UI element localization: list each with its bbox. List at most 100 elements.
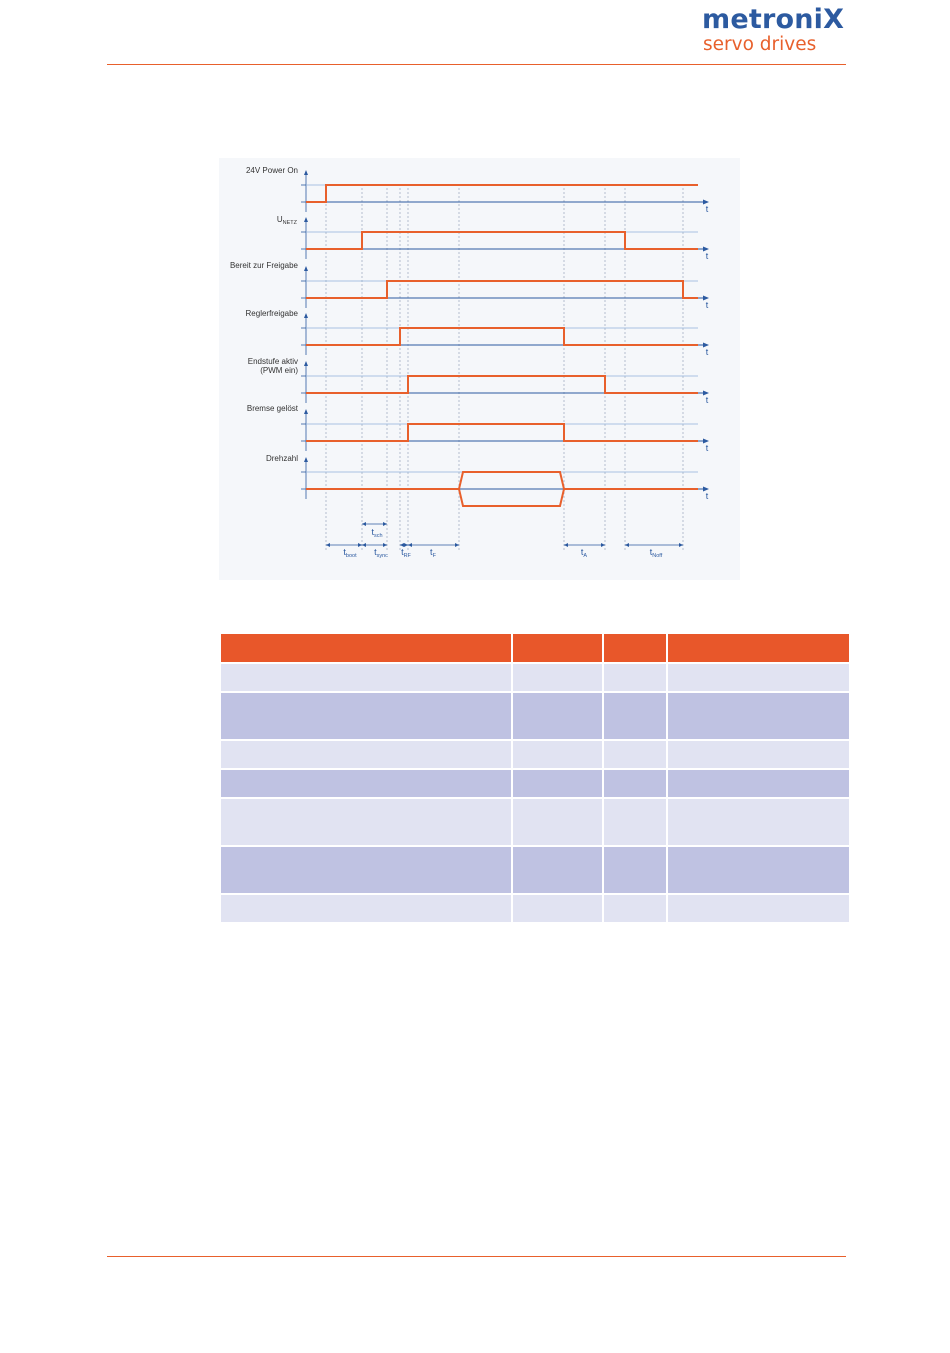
table-row xyxy=(221,739,849,768)
table-cell xyxy=(668,691,849,739)
time-axis-arrowhead xyxy=(703,246,709,252)
time-label-rf: tRF xyxy=(401,547,411,559)
interval-sch-arrowhead xyxy=(383,522,387,526)
table-cell xyxy=(221,662,511,691)
signal-unetz xyxy=(306,231,698,250)
t-axis-label: t xyxy=(706,300,709,310)
logo-tagline: servo drives xyxy=(703,34,817,55)
table-cell xyxy=(513,768,602,797)
y-axis-arrowhead xyxy=(304,217,308,222)
table-cell xyxy=(668,893,849,922)
table-cell xyxy=(668,739,849,768)
table-cell xyxy=(668,797,849,845)
y-axis-arrowhead xyxy=(304,409,308,414)
time-label-noff: tNoff xyxy=(650,547,663,559)
table-cell xyxy=(221,691,511,739)
signal-label: Endstufe aktiv xyxy=(248,357,298,366)
table-row xyxy=(221,797,849,845)
table-row xyxy=(221,893,849,922)
time-axis-arrowhead xyxy=(703,390,709,396)
y-axis-arrowhead xyxy=(304,313,308,318)
table-header-cell xyxy=(513,634,602,662)
interval-sync-arrowhead xyxy=(383,543,387,547)
signal-drehzahl-upper xyxy=(306,471,698,490)
table-header-cell xyxy=(668,634,849,662)
table-header-row xyxy=(221,634,849,662)
table-cell xyxy=(221,845,511,893)
table-cell xyxy=(221,797,511,845)
table-cell xyxy=(221,739,511,768)
time-label-sync: tsync xyxy=(374,547,388,559)
time-label-boot: tboot xyxy=(343,547,357,559)
timing-diagram: t t t t t t t 24V Power On UNETZ Bereit zur Freig… xyxy=(219,158,740,580)
interval-sch-arrowhead xyxy=(362,522,366,526)
table-cell xyxy=(668,768,849,797)
signal-label: (PWM ein) xyxy=(260,366,298,375)
parameter-table xyxy=(219,634,851,922)
signal-bereit xyxy=(306,280,698,299)
timing-diagram-svg: t t t t t t t 24V Power On UNETZ Bereit zur Freig… xyxy=(230,166,709,559)
time-label-a: tA xyxy=(581,547,588,559)
signal-label: Bremse gelöst xyxy=(247,404,299,413)
t-axis-label: t xyxy=(706,491,709,501)
interval-noff-arrowhead xyxy=(679,543,683,547)
table-cell xyxy=(513,797,602,845)
t-axis-label: t xyxy=(706,395,709,405)
time-axis-arrowhead xyxy=(703,342,709,348)
time-axis-arrowhead xyxy=(703,295,709,301)
table-cell xyxy=(604,893,666,922)
t-axis-label: t xyxy=(706,251,709,261)
table-row xyxy=(221,768,849,797)
table-header-cell xyxy=(604,634,666,662)
interval-boot-arrowhead xyxy=(358,543,362,547)
interval-rf-arrowhead xyxy=(404,543,408,547)
table-cell xyxy=(604,845,666,893)
interval-boot-arrowhead xyxy=(326,543,330,547)
table-cell xyxy=(221,893,511,922)
y-axis-arrowhead xyxy=(304,361,308,366)
signal-bremse xyxy=(306,423,698,442)
footer-divider xyxy=(107,1256,846,1257)
table-cell xyxy=(604,691,666,739)
metronix-logo: metroniX servo drives xyxy=(700,4,850,60)
time-label-sch: tsch xyxy=(371,527,382,539)
table-cell xyxy=(221,768,511,797)
signal-label: Reglerfreigabe xyxy=(246,309,299,318)
time-axis-arrowhead xyxy=(703,486,709,492)
y-axis-arrowhead xyxy=(304,170,308,175)
time-label-f: tF xyxy=(430,547,437,559)
signal-endstufe xyxy=(306,375,698,394)
table-cell xyxy=(604,662,666,691)
table-row xyxy=(221,662,849,691)
t-axis-label: t xyxy=(706,204,709,214)
y-axis-arrowhead xyxy=(304,457,308,462)
table-cell xyxy=(513,893,602,922)
table-row xyxy=(221,691,849,739)
y-axis-arrowhead xyxy=(304,266,308,271)
interval-f-arrowhead xyxy=(408,543,412,547)
table-cell xyxy=(513,845,602,893)
t-axis-label: t xyxy=(706,347,709,357)
table-cell xyxy=(604,739,666,768)
table-cell xyxy=(604,797,666,845)
table-cell xyxy=(513,662,602,691)
table-cell xyxy=(513,691,602,739)
signal-label: 24V Power On xyxy=(246,166,298,175)
interval-f-arrowhead xyxy=(455,543,459,547)
t-axis-label: t xyxy=(706,443,709,453)
interval-a-arrowhead xyxy=(564,543,568,547)
signal-label: Bereit zur Freigabe xyxy=(230,261,299,270)
time-axis-arrowhead xyxy=(703,199,709,205)
signal-label: UNETZ xyxy=(277,215,298,226)
table-cell xyxy=(604,768,666,797)
interval-rf-arrowhead xyxy=(400,543,404,547)
signal-drehzahl-lower xyxy=(458,488,565,507)
header-divider xyxy=(107,64,846,65)
signal-24v-power xyxy=(306,184,698,203)
time-axis-arrowhead xyxy=(703,438,709,444)
interval-a-arrowhead xyxy=(601,543,605,547)
table-cell xyxy=(513,739,602,768)
table-cell xyxy=(668,845,849,893)
table-row xyxy=(221,845,849,893)
signal-label: Drehzahl xyxy=(266,454,298,463)
